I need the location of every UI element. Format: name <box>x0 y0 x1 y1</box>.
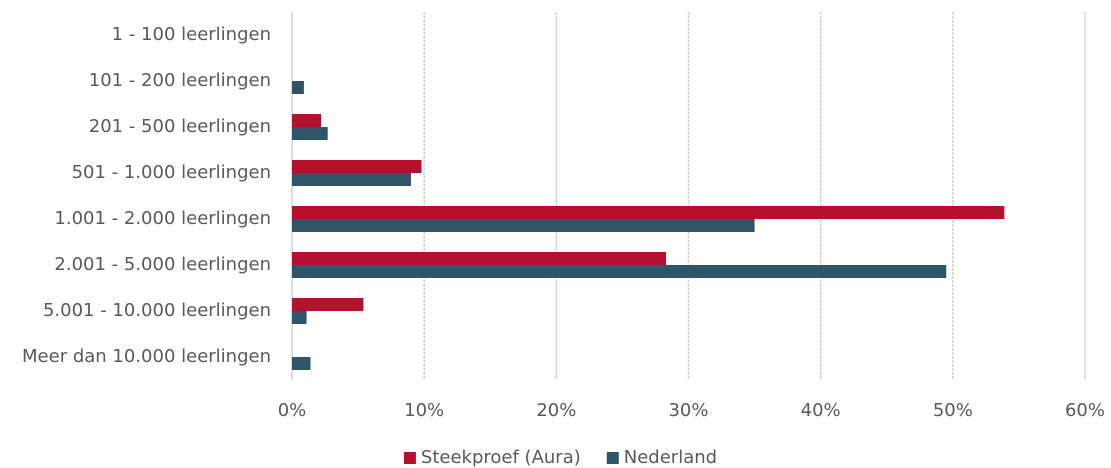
bar <box>292 160 422 173</box>
x-tick-label: 30% <box>668 400 708 421</box>
bar <box>292 357 311 370</box>
bar <box>292 298 364 311</box>
x-tick-label: 60% <box>1065 400 1105 421</box>
bar <box>292 219 755 232</box>
bar <box>292 206 1005 219</box>
x-tick-label: 50% <box>933 400 973 421</box>
y-tick-label: 5.001 - 10.000 leerlingen <box>43 300 271 321</box>
y-tick-label: 201 - 500 leerlingen <box>89 116 271 137</box>
legend-label: Nederland <box>624 447 717 468</box>
y-tick-label: Meer dan 10.000 leerlingen <box>22 346 271 367</box>
y-tick-label: 1 - 100 leerlingen <box>112 24 271 45</box>
y-tick-label: 101 - 200 leerlingen <box>89 70 271 91</box>
legend-label: Steekproef (Aura) <box>421 447 581 468</box>
x-tick-label: 0% <box>278 400 307 421</box>
y-tick-label: 2.001 - 5.000 leerlingen <box>54 254 271 275</box>
legend-swatch <box>606 452 619 464</box>
bar <box>292 173 411 186</box>
bar <box>292 311 307 324</box>
bar <box>292 252 667 265</box>
bar <box>292 265 947 278</box>
bar <box>292 127 328 140</box>
bar <box>292 114 322 127</box>
y-tick-label: 501 - 1.000 leerlingen <box>72 162 271 183</box>
bar <box>292 81 304 94</box>
x-tick-label: 40% <box>801 400 841 421</box>
x-tick-label: 20% <box>536 400 576 421</box>
y-tick-label: 1.001 - 2.000 leerlingen <box>54 208 271 229</box>
x-tick-label: 10% <box>404 400 444 421</box>
legend-swatch <box>403 452 416 464</box>
